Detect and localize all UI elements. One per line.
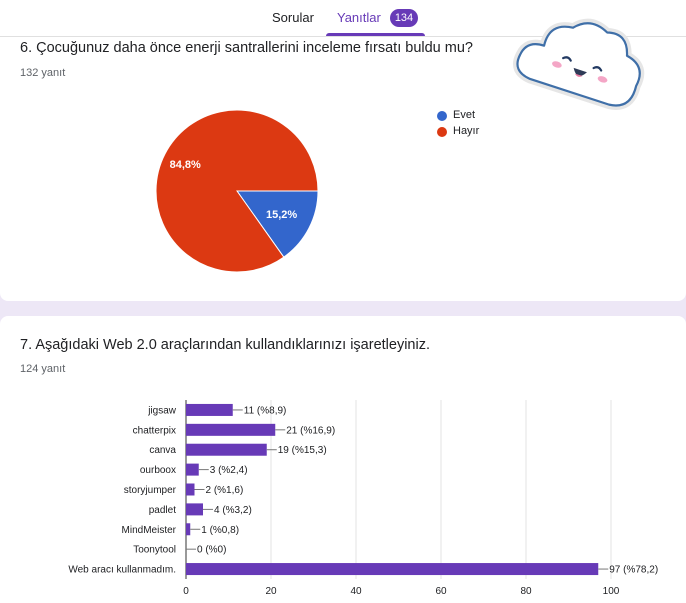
bar-category-label-4: storyjumper bbox=[124, 485, 177, 496]
tab-questions[interactable]: Sorular bbox=[272, 10, 314, 25]
bar-value-label-5: 4 (%3,2) bbox=[214, 505, 252, 516]
bar-0 bbox=[186, 403, 233, 416]
bar-value-label-6: 1 (%0,8) bbox=[201, 525, 239, 536]
bar-value-label-3: 3 (%2,4) bbox=[210, 465, 248, 476]
response-tabs-bar: Sorular Yanıtlar 134 bbox=[0, 0, 686, 37]
bar-category-label-5: padlet bbox=[149, 505, 176, 516]
question-6-title: 6. Çocuğunuz daha önce enerji santraller… bbox=[20, 40, 473, 56]
smiling-cloud-icon bbox=[510, 12, 650, 135]
x-tick-label-5: 100 bbox=[603, 586, 620, 597]
bar-chart: 0 20 40 60 80 100 jigsaw 11 (%8,9) chatterpix 21 … bbox=[68, 400, 658, 597]
bar-value-label-4: 2 (%1,6) bbox=[206, 485, 244, 496]
bar-1 bbox=[186, 423, 276, 436]
pie-slice-0 bbox=[236, 190, 319, 258]
pie-chart: 15,2% 84,8% bbox=[155, 109, 319, 273]
bar-category-label-1: chatterpix bbox=[133, 425, 176, 436]
bar-value-label-0: 11 (%8,9) bbox=[244, 405, 287, 416]
bar-category-label-6: MindMeister bbox=[122, 525, 177, 536]
legend-label-evet: Evet bbox=[453, 109, 476, 121]
pie-slice-label-1: 84,8% bbox=[170, 159, 201, 171]
bar-value-label-2: 19 (%15,3) bbox=[278, 445, 327, 456]
active-tab-indicator bbox=[326, 33, 425, 36]
bar-category-label-7: Toonytool bbox=[133, 545, 176, 556]
bar-value-label-7: 0 (%0) bbox=[197, 545, 226, 556]
legend-dot-hayir bbox=[437, 127, 447, 137]
legend-dot-evet bbox=[437, 111, 447, 121]
x-tick-label-3: 60 bbox=[435, 586, 447, 597]
question-7-title: 7. Aşağıdaki Web 2.0 araçlarından kullan… bbox=[20, 337, 430, 353]
legend-label-hayir: Hayır bbox=[453, 125, 480, 137]
bar-4 bbox=[186, 483, 195, 496]
bar-6 bbox=[186, 523, 191, 536]
responses-count-badge: 134 bbox=[390, 9, 418, 27]
bar-value-label-1: 21 (%16,9) bbox=[286, 425, 335, 436]
x-tick-label-2: 40 bbox=[350, 586, 362, 597]
question-7-card: 7. Aşağıdaki Web 2.0 araçlarından kullan… bbox=[0, 316, 686, 603]
x-tick-label-4: 80 bbox=[520, 586, 532, 597]
x-tick-label-1: 20 bbox=[265, 586, 277, 597]
bar-category-label-8: Web aracı kullanmadım. bbox=[68, 565, 176, 576]
question-7-response-count: 124 yanıt bbox=[20, 363, 66, 375]
bar-2 bbox=[186, 443, 267, 456]
bar-category-label-3: ourboox bbox=[140, 465, 176, 476]
x-tick-label-0: 0 bbox=[183, 586, 189, 597]
bar-8 bbox=[186, 563, 599, 576]
bar-5 bbox=[186, 503, 203, 516]
bar-3 bbox=[186, 463, 199, 476]
bar-category-label-0: jigsaw bbox=[147, 405, 177, 416]
tab-responses[interactable]: Yanıtlar bbox=[337, 10, 381, 25]
pie-slice-label-0: 15,2% bbox=[266, 209, 297, 221]
question-6-response-count: 132 yanıt bbox=[20, 67, 66, 79]
bar-value-label-8: 97 (%78,2) bbox=[609, 565, 658, 576]
pie-slice-1 bbox=[155, 109, 319, 273]
bar-category-label-2: canva bbox=[149, 445, 176, 456]
